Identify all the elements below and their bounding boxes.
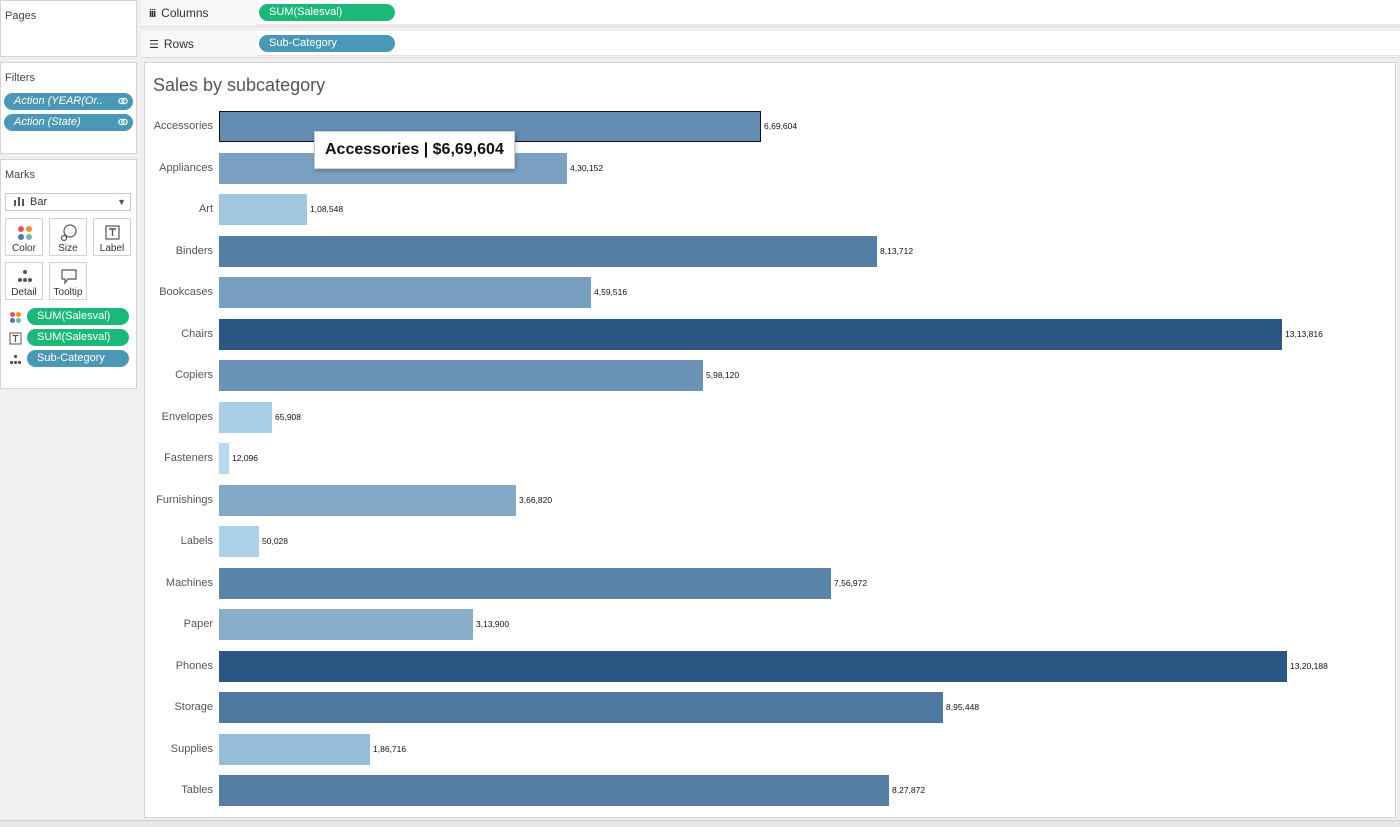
columns-shelf[interactable]: iii Columns SUM(Salesval) xyxy=(141,0,1400,27)
rows-drop-area[interactable] xyxy=(257,31,1400,56)
category-label-bookcases[interactable]: Bookcases xyxy=(159,286,213,298)
tooltip: Accessories | $6,69,604 xyxy=(314,131,515,169)
size-button[interactable]: Size xyxy=(49,218,87,256)
color-dots-icon xyxy=(18,226,32,240)
bar-tables[interactable] xyxy=(219,775,889,806)
tooltip-button[interactable]: Tooltip xyxy=(49,262,87,300)
sidebar-filler xyxy=(0,394,137,820)
value-label-binders: 8,13,712 xyxy=(880,245,914,256)
text-label-icon xyxy=(105,225,120,240)
category-label-paper[interactable]: Paper xyxy=(183,618,213,630)
category-label-chairs[interactable]: Chairs xyxy=(181,327,213,340)
value-label-supplies: 1,86,716 xyxy=(373,743,407,754)
category-label-copiers[interactable]: Copiers xyxy=(175,369,213,381)
value-label-fasteners: 12,096 xyxy=(232,453,258,463)
marks-field-label[interactable]: SUM(Salesval) xyxy=(9,329,131,347)
value-label-machines: 7,56,972 xyxy=(834,577,868,588)
pages-panel[interactable]: Pages xyxy=(0,0,137,57)
bar-furnishings[interactable] xyxy=(219,484,516,516)
bar-bookcases[interactable] xyxy=(219,277,591,308)
rows-shelf[interactable]: ☰ Rows Sub-Category xyxy=(141,31,1400,58)
value-label-envelopes: 65,908 xyxy=(275,411,301,422)
value-label-bookcases: 4,59,516 xyxy=(594,287,628,297)
detail-dots-icon xyxy=(9,354,22,365)
category-label-envelopes[interactable]: Envelopes xyxy=(161,410,213,423)
bar-chart-icon xyxy=(14,197,24,206)
bar-chart[interactable]: Accessories 6,69,604 Appliances 4,30,152 Art… xyxy=(145,63,1395,817)
bar-binders[interactable] xyxy=(219,235,877,267)
columns-drop-area[interactable] xyxy=(257,0,1400,25)
chevron-down-icon: ▼ xyxy=(117,197,126,207)
link-icon xyxy=(118,118,128,126)
filters-panel[interactable]: Filters Action (YEAR(Or.. Action (State) xyxy=(0,62,137,154)
value-label-phones: 13,20,188 xyxy=(1290,660,1328,671)
color-pill-sum-salesval[interactable]: SUM(Salesval) xyxy=(27,308,129,325)
speech-bubble-icon xyxy=(61,269,77,285)
bar-chairs[interactable] xyxy=(219,318,1282,350)
marks-title: Marks xyxy=(5,169,35,181)
value-label-accessories: 6,69,604 xyxy=(764,121,798,131)
detail-dots-icon xyxy=(18,270,32,282)
category-label-fasteners[interactable]: Fasteners xyxy=(164,452,213,464)
label-button[interactable]: Label xyxy=(93,218,131,256)
bar-labels[interactable] xyxy=(219,526,259,557)
category-label-binders[interactable]: Binders xyxy=(175,244,213,257)
sheet-tabs-strip[interactable] xyxy=(0,820,1400,827)
value-label-art: 1,08,548 xyxy=(310,204,344,214)
chart-title: Sales by subcategory xyxy=(153,75,326,95)
bar-machines[interactable] xyxy=(219,567,831,599)
category-label-storage[interactable]: Storage xyxy=(174,701,213,713)
size-icon xyxy=(60,224,77,242)
bar-paper[interactable] xyxy=(219,609,473,640)
category-label-tables[interactable]: Tables xyxy=(181,784,213,796)
bar-fasteners[interactable] xyxy=(219,443,229,474)
marks-panel[interactable]: Marks Bar ▼ Color Size Label Detail Tool… xyxy=(0,159,137,389)
filter-action-state[interactable]: Action (State) xyxy=(4,114,133,131)
viz-canvas[interactable]: Sales by subcategory Accessories 6,69,604… xyxy=(144,62,1396,818)
marks-field-color[interactable]: SUM(Salesval) xyxy=(9,308,131,326)
bar-phones[interactable] xyxy=(219,650,1287,682)
value-label-furnishings: 3,66,820 xyxy=(519,494,553,505)
pages-title: Pages xyxy=(5,10,37,22)
value-label-labels: 50,028 xyxy=(262,536,288,546)
value-label-paper: 3,13,900 xyxy=(476,619,510,629)
columns-shelf-label: iii Columns xyxy=(149,6,209,20)
category-label-accessories[interactable]: Accessories xyxy=(153,120,213,132)
category-label-phones[interactable]: Phones xyxy=(175,659,213,672)
category-label-labels[interactable]: Labels xyxy=(180,535,213,547)
filter-action-year[interactable]: Action (YEAR(Or.. xyxy=(4,93,133,110)
columns-icon: iii xyxy=(149,8,156,20)
mark-type-select[interactable]: Bar ▼ xyxy=(5,193,131,211)
value-label-copiers: 5,98,120 xyxy=(706,370,740,380)
rows-shelf-label: ☰ Rows xyxy=(149,37,194,51)
bar-art[interactable] xyxy=(219,194,307,225)
marks-field-detail[interactable]: Sub-Category xyxy=(9,350,131,368)
filters-title: Filters xyxy=(5,72,35,84)
color-button[interactable]: Color xyxy=(5,218,43,256)
label-pill-sum-salesval[interactable]: SUM(Salesval) xyxy=(27,329,129,346)
category-label-appliances[interactable]: Appliances xyxy=(159,161,213,174)
detail-pill-sub-category[interactable]: Sub-Category xyxy=(27,350,129,367)
value-label-appliances: 4,30,152 xyxy=(570,162,604,173)
category-label-supplies[interactable]: Supplies xyxy=(170,742,213,755)
text-label-icon xyxy=(9,332,22,345)
color-dots-icon xyxy=(10,312,21,323)
bar-copiers[interactable] xyxy=(219,360,703,391)
rows-icon: ☰ xyxy=(149,39,159,51)
category-label-machines[interactable]: Machines xyxy=(165,576,213,589)
category-label-furnishings[interactable]: Furnishings xyxy=(156,493,213,506)
link-icon xyxy=(118,97,128,105)
category-label-art[interactable]: Art xyxy=(198,203,213,215)
columns-pill-sum-salesval[interactable]: SUM(Salesval) xyxy=(259,4,395,21)
bar-storage[interactable] xyxy=(219,692,943,723)
rows-pill-sub-category[interactable]: Sub-Category xyxy=(259,35,395,52)
detail-button[interactable]: Detail xyxy=(5,262,43,300)
bar-envelopes[interactable] xyxy=(219,401,272,433)
bar-supplies[interactable] xyxy=(219,733,370,765)
value-label-tables: 8,27,872 xyxy=(892,785,926,795)
value-label-storage: 8,95,448 xyxy=(946,702,980,712)
value-label-chairs: 13,13,816 xyxy=(1285,328,1323,339)
